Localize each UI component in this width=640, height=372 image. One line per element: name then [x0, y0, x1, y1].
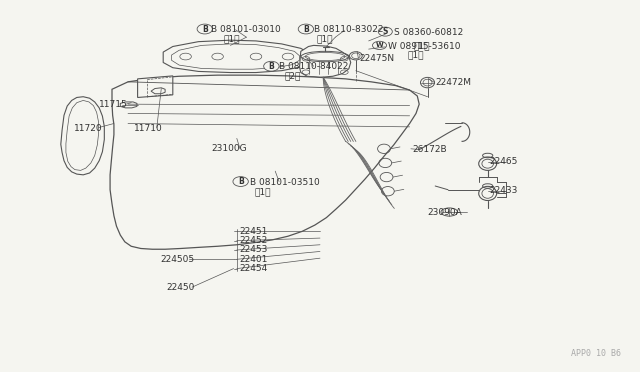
Text: （2）: （2）: [285, 72, 301, 81]
Text: B 08101-03010: B 08101-03010: [211, 25, 281, 34]
Text: 22450: 22450: [166, 283, 195, 292]
Ellipse shape: [378, 27, 392, 36]
Text: 22452: 22452: [239, 236, 268, 245]
Ellipse shape: [264, 61, 279, 71]
Text: S 08360-60812: S 08360-60812: [394, 28, 463, 37]
Polygon shape: [151, 88, 165, 94]
Text: APP0 10 B6: APP0 10 B6: [571, 349, 621, 358]
Text: B 08110-83022: B 08110-83022: [314, 25, 383, 34]
Text: （1）: （1）: [317, 35, 333, 44]
Ellipse shape: [233, 177, 248, 186]
Polygon shape: [120, 102, 137, 108]
Text: B 08101-03510: B 08101-03510: [250, 178, 319, 187]
Text: （1）: （1）: [255, 187, 271, 196]
Text: W: W: [376, 42, 383, 48]
Text: 22475N: 22475N: [360, 54, 395, 63]
Text: 11720: 11720: [74, 124, 102, 133]
Text: S: S: [383, 27, 388, 36]
Text: （1）: （1）: [413, 42, 430, 51]
Text: 23090A: 23090A: [428, 208, 462, 217]
Text: 22453: 22453: [239, 246, 268, 254]
Ellipse shape: [479, 186, 497, 201]
Text: 26172B: 26172B: [412, 145, 447, 154]
Text: 22454: 22454: [239, 264, 268, 273]
Text: W 08915-53610: W 08915-53610: [388, 42, 460, 51]
Polygon shape: [163, 40, 307, 73]
Text: 11715: 11715: [99, 100, 128, 109]
Text: （1）: （1）: [407, 51, 424, 60]
Text: （1）: （1）: [224, 35, 241, 44]
Polygon shape: [138, 76, 173, 97]
Text: B 08110-84022: B 08110-84022: [279, 62, 348, 71]
Text: B: B: [303, 25, 308, 33]
Text: 23100G: 23100G: [211, 144, 247, 153]
Polygon shape: [300, 45, 351, 77]
Text: B: B: [238, 177, 243, 186]
Text: B: B: [269, 62, 274, 71]
Ellipse shape: [197, 24, 212, 34]
Text: 22401: 22401: [239, 255, 268, 264]
Text: 22433: 22433: [490, 186, 518, 195]
Text: 11710: 11710: [134, 124, 163, 133]
Text: 224505: 224505: [160, 255, 194, 264]
Text: 22472M: 22472M: [435, 78, 471, 87]
Text: B: B: [202, 25, 207, 33]
Ellipse shape: [298, 24, 314, 34]
Polygon shape: [61, 97, 104, 175]
Polygon shape: [110, 75, 419, 249]
Ellipse shape: [441, 208, 458, 216]
Text: 22451: 22451: [239, 227, 268, 236]
Text: 22465: 22465: [490, 157, 518, 166]
Ellipse shape: [479, 157, 497, 170]
